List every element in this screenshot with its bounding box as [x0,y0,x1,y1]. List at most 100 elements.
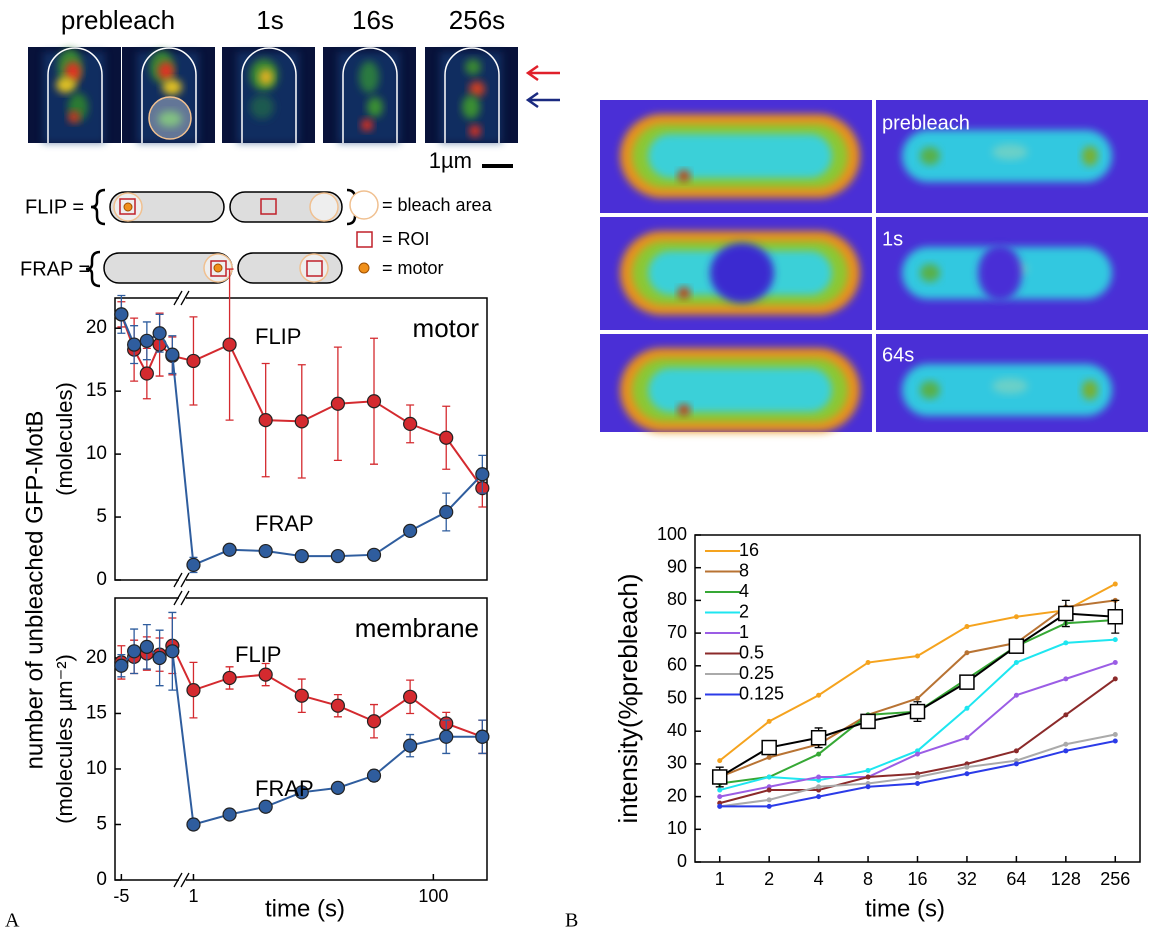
y-tick-label: 70 [667,622,687,642]
marker [403,738,418,753]
marker [330,698,345,713]
y-tick-label: 80 [667,589,687,609]
spot [992,378,1028,394]
marker [294,548,309,564]
marker [1063,712,1069,718]
legend-label: 0.25 [739,663,774,683]
marker [1112,676,1118,682]
marker [139,366,154,381]
microscopy [28,47,518,143]
marker [964,650,970,656]
marker [964,771,970,777]
marker [186,557,201,572]
marker [816,774,822,780]
marker [1112,637,1118,643]
spot [920,381,940,399]
marker [114,307,129,322]
marker [865,774,871,780]
scale-bar [482,164,513,168]
image-label: 256s [449,5,505,35]
scale-bar-label: 1µm [429,148,472,173]
legend-label: 16 [739,540,759,560]
marker [186,683,201,698]
marker [366,394,382,409]
marker [366,768,382,783]
schematic-label: FRAP = [20,258,90,280]
marker [766,787,772,793]
y-tick-label: 0 [96,869,107,890]
marker [1013,748,1019,754]
y-tick-label: 5 [96,506,107,527]
marker [1013,660,1019,666]
panel-label: A [5,910,20,932]
y-tick-label: 20 [667,785,687,805]
legend-label: 8 [739,560,749,580]
marker [258,543,273,559]
legend-label: 2 [739,601,749,621]
y-tick-label: 20 [86,647,107,668]
marker [865,767,871,773]
x-tick-label: 8 [863,869,873,889]
x-tick-label: 32 [957,869,977,889]
image-label: 1s [256,5,283,35]
x-tick-label: 256 [1100,869,1130,889]
marker [915,653,920,659]
x-tick-label: 1 [715,869,725,889]
marker [152,326,167,341]
bleach-spot [148,96,192,140]
axis-break-mark [173,572,190,588]
x-tick-label: -5 [113,886,129,906]
marker [860,713,876,730]
marker [915,751,920,757]
schematic-label: FLIP = [25,196,84,218]
image-blob [367,97,383,117]
marker [1112,660,1118,666]
marker [165,347,180,362]
y-axis-unit: (molecules µm⁻²) [52,654,77,824]
marker [222,670,237,686]
marker [766,774,772,780]
schematic-label: = motor [382,258,444,278]
marker [1063,741,1069,747]
marker [127,644,142,659]
marker [294,688,309,703]
marker [711,769,728,785]
marker [816,751,822,757]
axis-break [179,577,186,583]
image-blob [469,125,481,137]
legend-label: 4 [739,581,749,601]
marker [114,658,129,673]
spot [1082,146,1098,166]
series-line [719,583,1116,762]
marker [810,729,827,746]
marker [127,337,142,352]
series-label: FRAP [255,511,314,536]
marker [165,644,180,659]
panel-label: B [565,910,578,932]
axis-break [179,595,186,601]
marker [1112,581,1118,587]
y-tick-label: 50 [667,687,687,707]
marker [964,624,970,630]
x-tick-label: 2 [764,869,774,889]
marker [186,353,201,369]
marker [139,639,154,654]
marker [964,705,970,711]
axis-break [179,877,186,883]
arrow [525,64,560,82]
spot [1082,380,1098,400]
marker [964,735,970,741]
series-label: FLIP [255,324,301,349]
plot-frame [114,297,488,581]
x-tick-label: 16 [907,869,927,889]
bleach-hole [978,245,1022,301]
marker [294,785,309,800]
image-blob [68,111,80,123]
x-axis-label: time (s) [865,895,945,922]
image-blob [162,79,182,95]
axis-break [179,295,186,301]
cell-outline [47,47,103,143]
marker [222,807,237,822]
spot [992,144,1028,160]
marker [717,787,723,793]
